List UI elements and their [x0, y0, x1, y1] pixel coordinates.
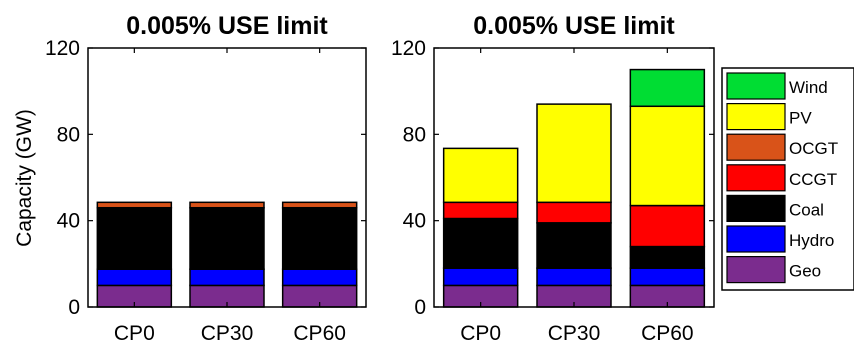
chart-left-y-ticks: 0 40 80 120 — [45, 37, 366, 319]
chart-left-title: 0.005% USE limit — [126, 12, 328, 40]
bar-cp0-hydro — [96, 268, 173, 287]
chart-right-x-ticks: CP0 CP30 CP60 — [460, 48, 694, 345]
bar-cp60-ccgt — [629, 204, 706, 248]
bar-cp30-coal — [189, 206, 265, 270]
legend-label-coal: Coal — [789, 200, 824, 219]
chart-left-bars — [96, 201, 358, 308]
legend-label-ocgt: OCGT — [789, 139, 838, 158]
bar-cp60-ocgt — [281, 201, 358, 209]
legend-swatch-geo — [726, 256, 786, 284]
legend-label-geo: Geo — [789, 262, 821, 281]
y-tick-label: 80 — [403, 123, 426, 146]
chart-right-bars — [442, 68, 706, 308]
legend-swatch-pv — [726, 102, 786, 131]
bar-cp30-ocgt — [189, 201, 265, 209]
bar-cp30-hydro — [189, 268, 265, 287]
bar-cp60-pv — [629, 105, 706, 207]
y-tick-label: 0 — [68, 296, 80, 319]
bar-cp0-hydro — [442, 267, 519, 287]
legend-swatch-wind — [726, 72, 786, 100]
x-tick-label: CP60 — [641, 322, 694, 345]
legend-label-ccgt: CCGT — [789, 170, 837, 189]
bar-cp30-ccgt — [536, 201, 612, 224]
chart-right: 0.005% USE limit 0 40 80 120 CP0 CP30 CP60 — [391, 12, 715, 345]
bar-cp60-hydro — [281, 268, 358, 287]
chart-left-axes-box — [87, 47, 367, 308]
bar-cp30-hydro — [536, 267, 612, 287]
bar-cp60-wind — [629, 68, 706, 108]
legend-swatch-ocgt — [726, 133, 786, 161]
chart-right-axes-box — [433, 47, 715, 308]
y-tick-label: 120 — [391, 37, 426, 60]
legend-label-hydro: Hydro — [789, 231, 834, 250]
bar-cp0-pv — [442, 147, 519, 204]
x-tick-label: CP30 — [201, 322, 254, 345]
x-tick-label: CP0 — [460, 322, 501, 345]
y-axis-label: Capacity (GW) — [13, 109, 36, 247]
bar-cp60-hydro — [629, 267, 706, 287]
y-tick-label: 40 — [403, 210, 426, 233]
chart-right-y-ticks: 0 40 80 120 — [391, 37, 714, 319]
legend-swatch-coal — [726, 194, 786, 222]
legend-label-wind: Wind — [789, 78, 828, 97]
x-tick-label: CP30 — [548, 322, 601, 345]
chart-left-x-ticks: CP0 CP30 CP60 — [114, 48, 346, 345]
bar-cp60-coal — [629, 245, 706, 269]
bar-cp0-ccgt — [442, 201, 519, 220]
legend-swatch-hydro — [726, 225, 786, 253]
y-tick-label: 40 — [57, 210, 80, 233]
legend-swatch-ccgt — [726, 164, 786, 192]
bar-cp30-pv — [536, 103, 612, 204]
bar-cp0-coal — [96, 206, 173, 270]
x-tick-label: CP0 — [114, 322, 155, 345]
bar-cp30-coal — [536, 222, 612, 269]
bar-cp0-coal — [442, 217, 519, 269]
x-tick-label: CP60 — [293, 322, 346, 345]
y-tick-label: 0 — [414, 296, 426, 319]
chart-right-title: 0.005% USE limit — [473, 12, 675, 40]
y-tick-label: 120 — [45, 37, 80, 60]
legend-label-pv: PV — [789, 109, 812, 128]
legend: Wind PV OCGT CCGT Coal Hydro Geo — [721, 67, 854, 291]
bar-cp0-ocgt — [96, 201, 173, 209]
bar-cp60-coal — [281, 206, 358, 270]
chart-left: 0.005% USE limit Capacity (GW) 04080120 … — [13, 12, 367, 345]
y-tick-label: 80 — [57, 123, 80, 146]
